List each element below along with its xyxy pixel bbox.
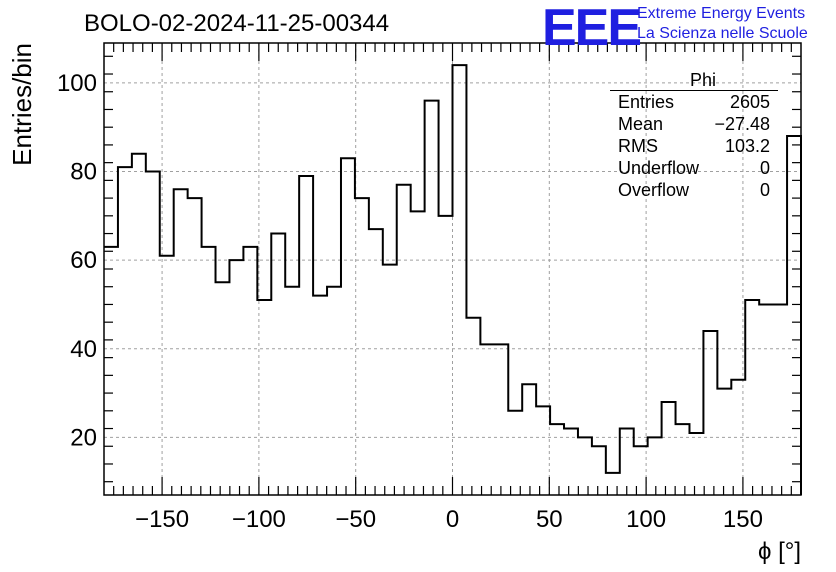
histogram-step-line bbox=[104, 64, 802, 495]
x-tick-label: 0 bbox=[446, 506, 459, 533]
stats-box: Phi Entries 2605 Mean −27.48 RMS 103.2 U… bbox=[610, 70, 778, 201]
y-tick-label: 100 bbox=[57, 70, 97, 97]
x-tick-labels: −150 −100 −50 0 50 100 150 bbox=[135, 506, 763, 533]
x-tick-label: −50 bbox=[335, 506, 376, 533]
stats-row-mean: Mean −27.48 bbox=[610, 113, 778, 135]
y-axis-label: Entries/bin bbox=[7, 43, 37, 166]
stats-value: 103.2 bbox=[724, 136, 770, 156]
logo-subtitle: Extreme Energy Events La Scienza nelle S… bbox=[637, 4, 808, 44]
eee-logo: EEE bbox=[542, 0, 642, 57]
stats-row-overflow: Overflow 0 bbox=[610, 179, 778, 201]
stats-title: Phi bbox=[610, 70, 778, 91]
stats-label: Overflow bbox=[618, 180, 690, 200]
x-tick-label: −100 bbox=[232, 506, 286, 533]
x-axis-label: ϕ [°] bbox=[758, 538, 801, 565]
stats-value: 0 bbox=[759, 158, 770, 178]
y-tick-labels: 20 40 60 80 100 bbox=[57, 70, 97, 452]
stats-label: Underflow bbox=[618, 158, 700, 178]
x-tick-label: 50 bbox=[536, 506, 563, 533]
y-tick-label: 40 bbox=[70, 336, 97, 363]
stats-label: Mean bbox=[618, 114, 664, 134]
stats-row-rms: RMS 103.2 bbox=[610, 135, 778, 157]
logo-line-2: La Scienza nelle Scuole bbox=[637, 25, 808, 42]
x-tick-label: 100 bbox=[626, 506, 666, 533]
logo-line-1: Extreme Energy Events bbox=[637, 5, 806, 22]
y-tick-label: 60 bbox=[70, 247, 97, 274]
axis-ticks bbox=[104, 43, 801, 495]
stats-value: 2605 bbox=[729, 92, 770, 112]
stats-value: 0 bbox=[759, 180, 770, 200]
stats-row-underflow: Underflow 0 bbox=[610, 157, 778, 179]
y-tick-label: 80 bbox=[70, 159, 97, 186]
chart-title: BOLO-02-2024-11-25-00344 bbox=[84, 10, 390, 37]
stats-row-entries: Entries 2605 bbox=[610, 91, 778, 113]
y-tick-label: 20 bbox=[70, 424, 97, 451]
stats-value: −27.48 bbox=[714, 114, 770, 134]
stats-label: Entries bbox=[618, 92, 675, 112]
stats-label: RMS bbox=[618, 136, 658, 156]
x-tick-label: 150 bbox=[723, 506, 763, 533]
x-tick-label: −150 bbox=[135, 506, 189, 533]
